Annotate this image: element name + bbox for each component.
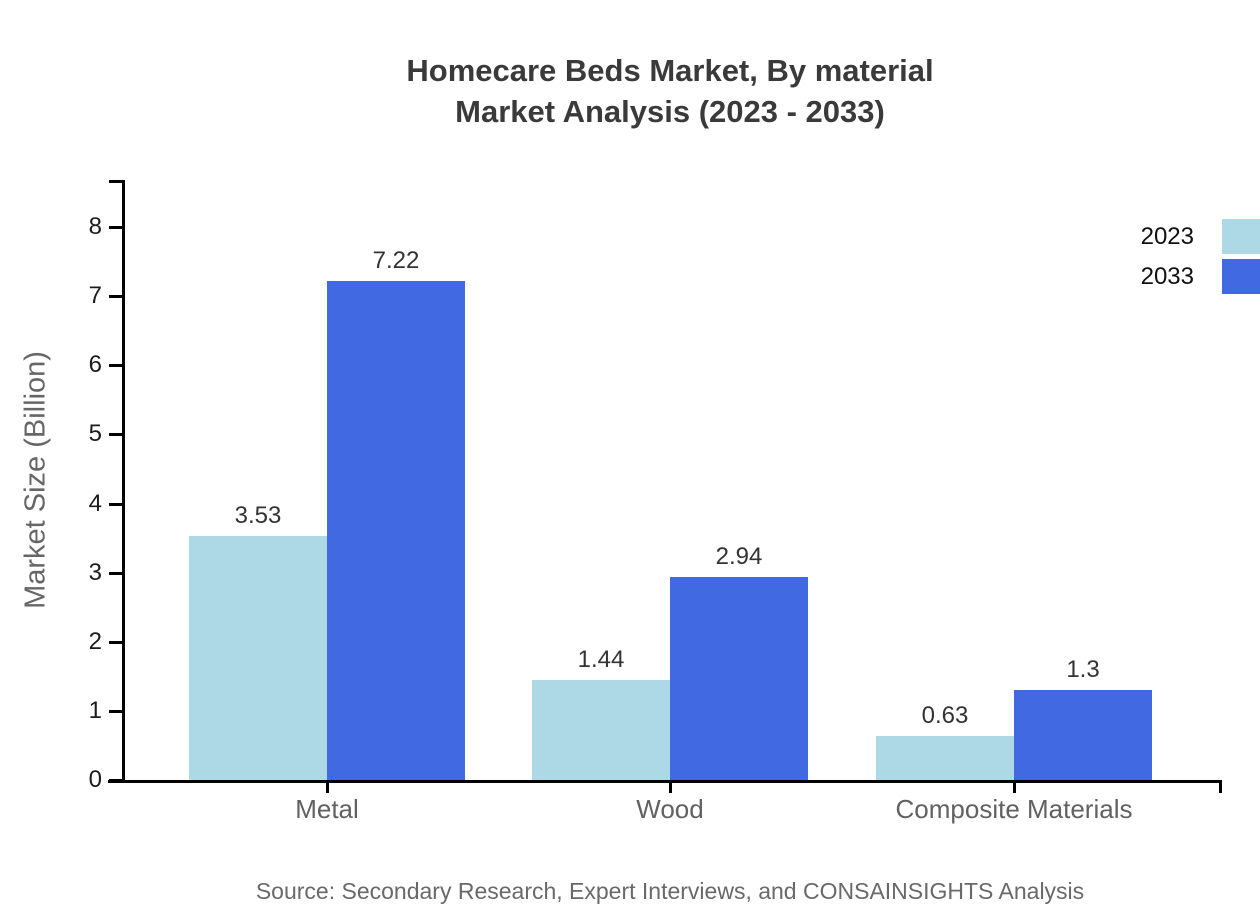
y-tick [109,226,122,229]
y-tick-label: 0 [88,766,102,793]
y-tick [109,710,122,713]
chart-title: Homecare Beds Market, By material Market… [90,50,1250,132]
legend: 2023 2033 [1141,219,1260,299]
value-label-2033-wood: 2.94 [715,543,763,570]
bar-2033-composite-materials [1014,690,1152,780]
y-tick [109,503,122,506]
category-label-composite-materials: Composite Materials [895,794,1133,824]
bar-2033-metal [327,281,465,780]
legend-item-2023: 2023 [1141,219,1260,254]
x-tick [669,780,672,793]
y-tick [109,364,122,367]
category-label-wood: Wood [636,794,704,824]
bar-2023-wood [532,680,670,780]
bar-2023-composite-materials [876,736,1014,780]
y-tick-label: 1 [88,697,102,724]
y-tick-label: 5 [88,420,102,447]
y-tick [109,641,122,644]
legend-label-2033: 2033 [1140,262,1194,290]
value-label-2033-composite-materials: 1.3 [1066,656,1100,683]
bar-2023-metal [189,536,327,780]
x-tick [1013,780,1016,793]
category-label-metal: Metal [295,794,359,824]
legend-label-2023: 2023 [1140,222,1194,250]
y-axis-end-cap-tick [109,180,122,183]
chart-title-line1: Homecare Beds Market, By material [406,53,934,88]
value-label-2023-composite-materials: 0.63 [921,702,969,729]
y-tick-label: 6 [88,351,102,378]
plot-area: 0 1 2 3 4 5 6 7 8 Metal 3.53 7.22 Wood 1.44 2.94 Compos… [89,180,1222,824]
y-tick [109,572,122,575]
bar-2033-wood [670,577,808,780]
y-tick-label: 8 [88,213,102,240]
value-label-2023-wood: 1.44 [577,646,625,673]
x-tick [326,780,329,793]
y-tick-label: 2 [88,628,102,655]
y-tick-label: 7 [88,282,102,309]
source-note: Source: Secondary Research, Expert Inter… [255,878,1085,904]
chart-title-line2: Market Analysis (2023 - 2033) [455,94,885,129]
value-label-2023-metal: 3.53 [234,502,282,529]
y-tick-label: 3 [88,559,102,586]
y-axis-line [122,180,125,783]
y-tick [109,295,122,298]
y-tick-label: 4 [88,490,102,517]
legend-swatch-2023 [1222,219,1260,254]
x-axis-end-cap-tick [1219,780,1222,793]
legend-swatch-2033 [1222,259,1260,294]
legend-item-2033: 2033 [1141,259,1260,294]
value-label-2033-metal: 7.22 [372,247,420,274]
x-axis-line [108,780,1222,783]
y-tick [109,433,122,436]
y-tick [109,779,122,782]
